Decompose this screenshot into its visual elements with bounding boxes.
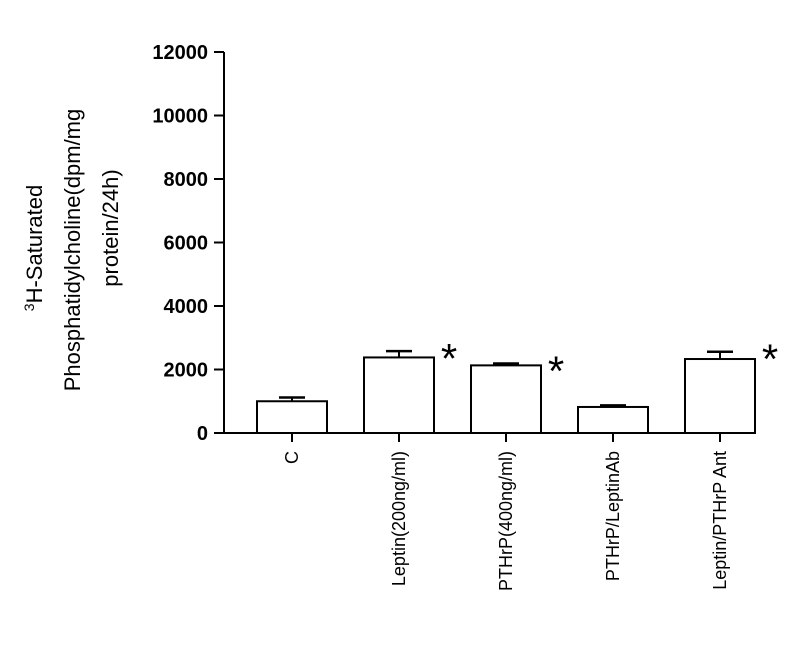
bars: * * * — [256, 335, 778, 434]
significance-marker: * — [762, 336, 778, 383]
category-label: PTHrP(400ng/ml) — [496, 451, 516, 591]
axes: 0 2000 4000 6000 8000 10000 12000 — [152, 42, 742, 445]
y-tick-label: 10000 — [152, 106, 208, 128]
y-tick-label: 2000 — [164, 360, 209, 382]
y-tick-label: 8000 — [164, 169, 209, 191]
category-label: C — [282, 451, 302, 464]
category-labels: C Leptin(200ng/ml) PTHrP(400ng/ml) PTHrP/Le… — [282, 451, 730, 591]
bar — [256, 400, 328, 434]
category-label: Leptin/PTHrP Ant — [710, 451, 730, 590]
bar — [577, 405, 649, 434]
bar — [684, 358, 756, 434]
y-axis-label: 3H-Saturated Phosphatidylcholine(dpm/mg … — [21, 109, 123, 392]
y-tick-label: 6000 — [164, 233, 209, 255]
svg-text:3H-Saturated: 3H-Saturated — [21, 185, 47, 311]
y-axis-label-superscript: 3 — [21, 303, 37, 311]
category-label: PTHrP/LeptinAb — [603, 451, 623, 581]
bar — [363, 356, 435, 434]
significance-marker: * — [441, 335, 457, 382]
y-tick-label: 0 — [197, 423, 208, 445]
y-tick-label: 4000 — [164, 296, 209, 318]
category-label: Leptin(200ng/ml) — [389, 451, 409, 586]
y-axis-label-line1: H-Saturated — [22, 185, 47, 304]
bar — [470, 364, 542, 434]
y-tick-label: 12000 — [152, 42, 208, 64]
significance-marker: * — [548, 347, 564, 394]
y-axis-label-line2: Phosphatidylcholine(dpm/mg — [60, 109, 85, 392]
y-axis-label-line3: protein/24h) — [98, 169, 123, 286]
